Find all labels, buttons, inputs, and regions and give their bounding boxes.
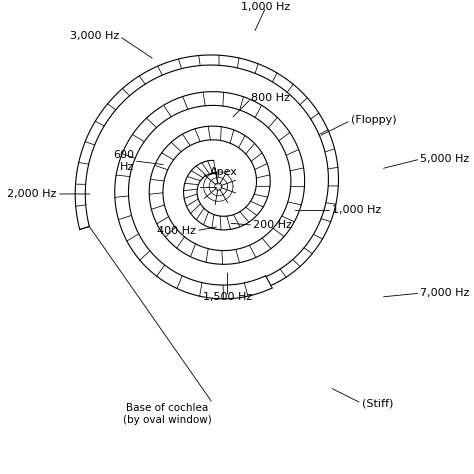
Text: 400 Hz: 400 Hz xyxy=(157,226,196,236)
Text: 600
Hz: 600 Hz xyxy=(113,150,134,172)
Text: 5,000 Hz: 5,000 Hz xyxy=(420,154,470,164)
Text: 1,000 Hz: 1,000 Hz xyxy=(332,205,382,216)
Text: 1,500 Hz: 1,500 Hz xyxy=(203,292,252,302)
Text: 7,000 Hz: 7,000 Hz xyxy=(420,288,470,298)
Text: 200 Hz: 200 Hz xyxy=(253,220,292,230)
Text: 2,000 Hz: 2,000 Hz xyxy=(7,189,57,199)
Text: Apex: Apex xyxy=(210,167,238,177)
Text: 3,000 Hz: 3,000 Hz xyxy=(70,31,119,41)
Text: (Stiff): (Stiff) xyxy=(362,398,393,408)
Text: Base of cochlea
(by oval window): Base of cochlea (by oval window) xyxy=(122,403,211,425)
Text: 1,000 Hz: 1,000 Hz xyxy=(241,1,291,12)
Text: 800 Hz: 800 Hz xyxy=(251,93,290,103)
Text: (Floppy): (Floppy) xyxy=(350,116,396,126)
